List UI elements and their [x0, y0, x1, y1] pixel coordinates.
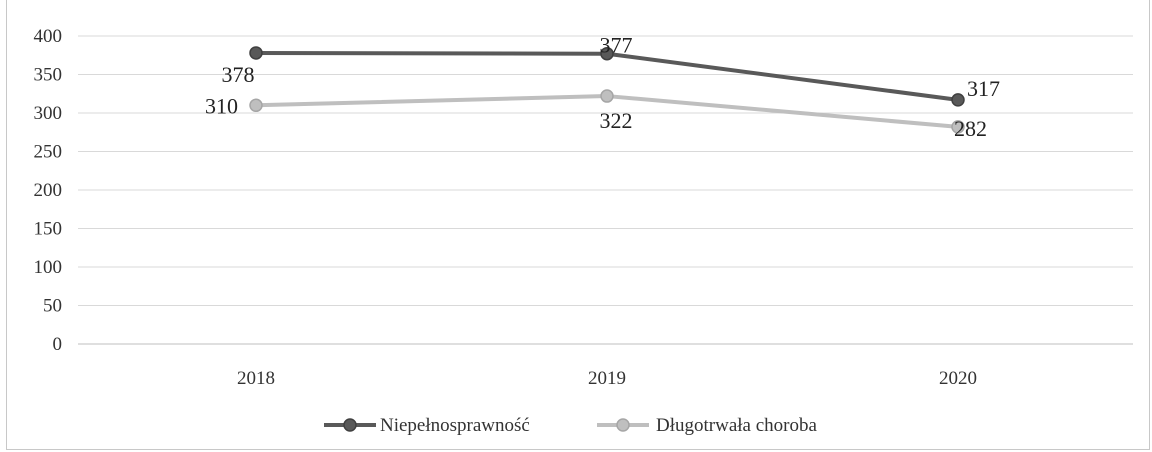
y-tick-label: 50 [43, 296, 62, 317]
y-tick-label: 200 [34, 180, 63, 201]
y-tick-label: 150 [34, 219, 63, 240]
data-label: 322 [600, 108, 633, 133]
legend-label: Długotrwała choroba [656, 415, 817, 436]
y-tick-label: 100 [34, 257, 63, 278]
y-tick-label: 250 [34, 142, 63, 163]
legend-swatch-marker [343, 418, 357, 432]
y-tick-label: 300 [34, 103, 63, 124]
legend: Niepełnosprawność Długotrwała choroba [324, 415, 817, 436]
x-tick-label: 2019 [588, 368, 626, 389]
data-point [249, 46, 263, 60]
legend-label: Niepełnosprawność [380, 415, 530, 436]
legend-item: Niepełnosprawność [324, 415, 530, 436]
data-point [600, 89, 614, 103]
x-tick-label: 2018 [237, 368, 275, 389]
series-layer [249, 46, 965, 134]
data-label: 377 [600, 33, 633, 58]
data-point [951, 120, 965, 134]
chart-frame [6, 0, 1150, 450]
data-label: 378 [222, 62, 255, 87]
x-tick-label: 2020 [939, 368, 977, 389]
data-point [600, 46, 614, 61]
legend-swatch-marker [616, 418, 630, 432]
axis-layer: 0 50 100 150 200 250 300 350 400 2018 2019 2020 [34, 26, 1133, 389]
data-label-layer: 378 377 317 310 322 282 [205, 33, 1000, 141]
grid-layer [78, 35, 1133, 306]
y-tick-label: 350 [34, 65, 63, 86]
data-label: 317 [967, 76, 1000, 101]
data-point [249, 98, 263, 113]
y-tick-label: 400 [34, 26, 63, 47]
data-label: 282 [954, 116, 987, 141]
legend-item: Długotrwała choroba [597, 415, 817, 436]
data-label: 310 [205, 93, 238, 118]
data-point [951, 93, 965, 107]
y-tick-label: 0 [53, 334, 63, 355]
